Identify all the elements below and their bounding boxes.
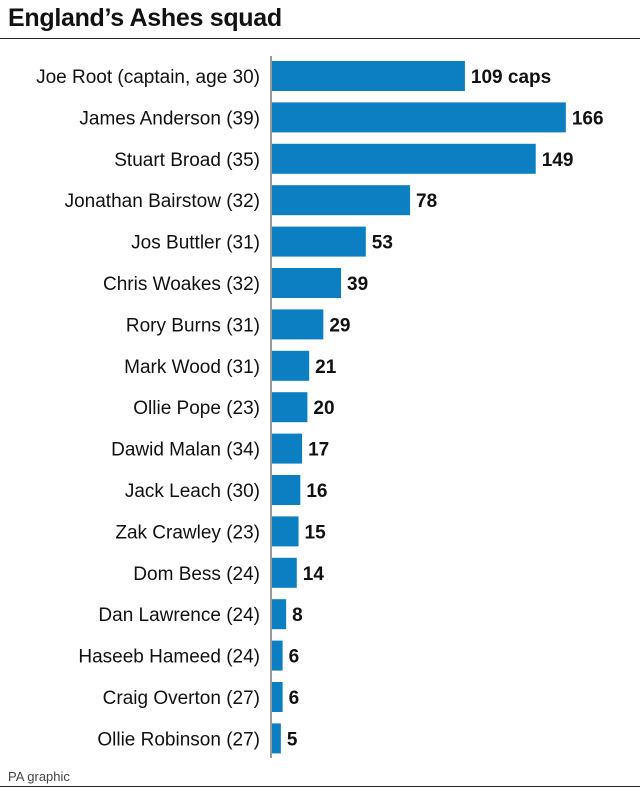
bar (272, 599, 287, 630)
value-label: 29 (329, 315, 350, 336)
value-label: 16 (306, 481, 327, 502)
category-label: Ollie Pope (23) (133, 398, 260, 419)
value-label: 14 (303, 564, 325, 585)
value-label: 5 (287, 729, 298, 750)
bar (272, 350, 310, 381)
category-label: Chris Woakes (32) (103, 274, 260, 295)
value-label: 109 caps (471, 67, 551, 88)
value-label: 39 (347, 274, 368, 295)
category-label: Haseeb Hameed (24) (78, 647, 260, 668)
footer-divider (0, 786, 640, 787)
category-label: Jonathan Bairstow (32) (65, 191, 260, 212)
bar (272, 268, 342, 298)
bar (272, 557, 297, 588)
category-label: James Anderson (39) (79, 108, 260, 129)
bar (272, 516, 299, 547)
category-label: Rory Burns (31) (126, 315, 260, 336)
source-credit: PA graphic (8, 769, 70, 784)
category-label: Mark Wood (31) (124, 357, 260, 378)
bar (272, 226, 366, 257)
category-label: Dom Bess (24) (133, 564, 260, 585)
bar (272, 143, 536, 174)
bar (272, 309, 324, 340)
bar (272, 723, 281, 754)
value-label: 20 (313, 398, 334, 419)
bar (272, 640, 283, 671)
title-divider (0, 38, 640, 39)
bar (272, 433, 303, 464)
value-label: 166 (572, 108, 604, 129)
category-label: Zak Crawley (23) (115, 522, 260, 543)
value-label: 6 (289, 688, 300, 709)
bar (272, 102, 566, 133)
category-label: Ollie Robinson (27) (97, 729, 260, 750)
value-label: 8 (292, 605, 303, 626)
chart-title: England’s Ashes squad (8, 4, 282, 32)
category-label: Jack Leach (30) (125, 481, 260, 502)
value-label: 6 (289, 647, 300, 668)
category-label: Craig Overton (27) (103, 688, 260, 709)
value-label: 21 (315, 357, 337, 378)
bar (272, 61, 465, 91)
value-label: 53 (372, 233, 393, 254)
value-label: 149 (542, 150, 574, 171)
bar (272, 392, 308, 423)
bars-group: Joe Root (captain, age 30) 109 caps James … (36, 61, 604, 754)
bar (272, 682, 283, 712)
value-label: 17 (308, 440, 329, 461)
category-label: Jos Buttler (31) (131, 233, 260, 254)
bar (272, 185, 411, 216)
bar (272, 475, 301, 505)
category-label: Dan Lawrence (24) (98, 605, 260, 626)
value-label: 15 (305, 522, 327, 543)
category-label: Joe Root (captain, age 30) (36, 67, 260, 88)
category-label: Stuart Broad (35) (114, 150, 260, 171)
category-label: Dawid Malan (34) (111, 440, 260, 461)
value-label: 78 (416, 191, 437, 212)
